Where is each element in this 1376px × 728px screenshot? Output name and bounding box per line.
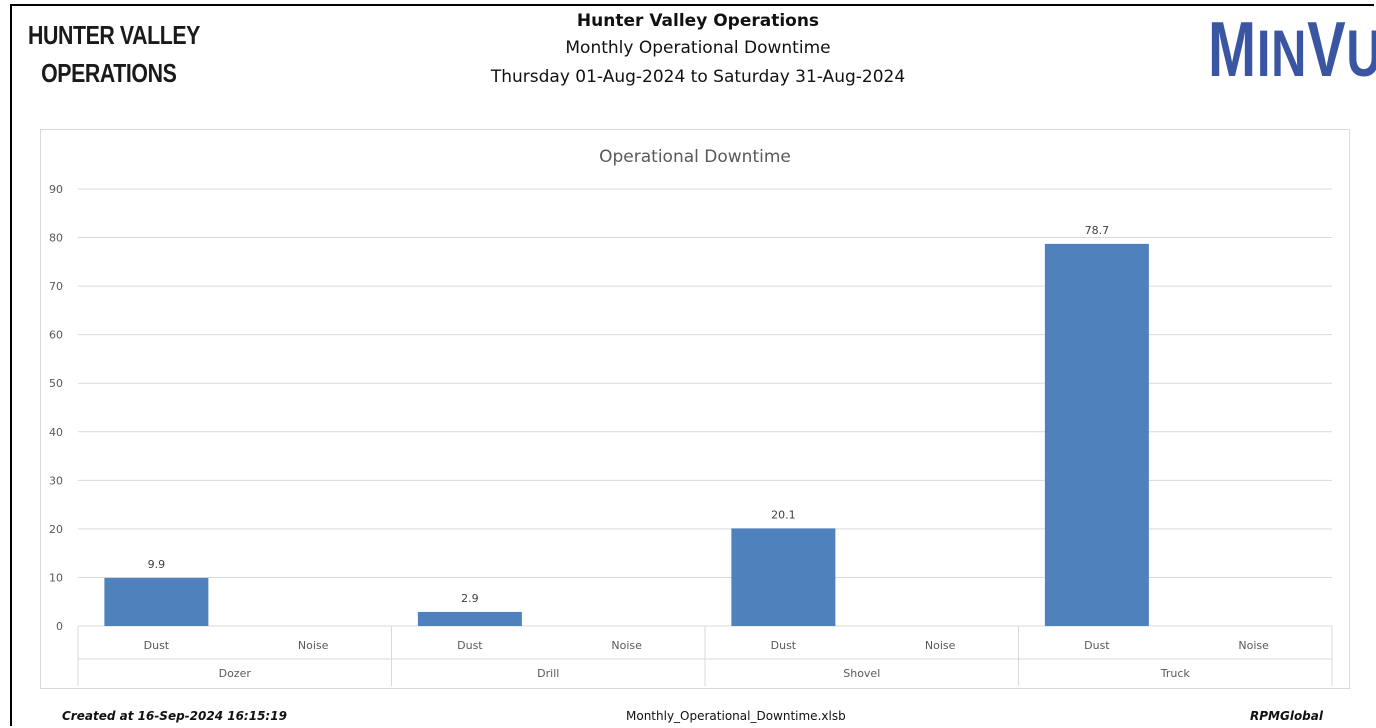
chart-title: Operational Downtime [599,147,791,167]
bar [417,611,522,626]
minvu-logo: MINVU [1208,6,1376,96]
page-frame [10,4,1374,726]
company-name: RPMGlobal [1250,709,1323,723]
data-label: 9.9 [148,558,166,571]
hunter-valley-logo: HUNTER VALLEY OPERATIONS [28,16,200,92]
y-tick-label: 50 [49,377,63,390]
y-tick-label: 20 [49,523,63,536]
x-tick-label: Noise [298,639,329,652]
x-tick-label: Noise [611,639,642,652]
x-tick-label: Noise [1238,639,1269,652]
logo-line-1: HUNTER VALLEY [28,20,200,50]
logo-letter-v: V [1307,5,1347,93]
bar [731,528,836,626]
logo-line-2: OPERATIONS [41,58,177,88]
y-tick-label: 0 [56,620,63,633]
x-group-label: Dozer [219,667,252,680]
report-subtitle: Monthly Operational Downtime [565,38,831,58]
x-group-label: Drill [537,667,559,680]
created-timestamp: Created at 16-Sep-2024 16:15:19 [62,709,287,723]
logo-letter-m: M [1208,5,1257,93]
data-label: 78.7 [1085,224,1110,237]
data-label: 2.9 [461,592,479,605]
x-tick-label: Dust [144,639,170,652]
logo-letter-u: U [1346,16,1376,90]
y-tick-label: 30 [49,474,63,487]
logo-letters-in: IN [1256,16,1308,90]
y-tick-label: 90 [49,183,63,196]
report-date-range: Thursday 01-Aug-2024 to Saturday 31-Aug-… [490,67,906,87]
x-tick-label: Dust [457,639,483,652]
x-group-label: Shovel [843,667,880,680]
x-tick-label: Dust [771,639,797,652]
y-tick-label: 40 [49,426,63,439]
bar [1044,243,1149,626]
bar [104,577,209,626]
y-tick-label: 60 [49,329,63,342]
y-tick-label: 70 [49,280,63,293]
x-tick-label: Dust [1084,639,1110,652]
report-header: Hunter Valley Operations Monthly Operati… [398,8,998,92]
x-tick-label: Noise [925,639,956,652]
source-filename: Monthly_Operational_Downtime.xlsb [626,709,846,723]
report-title: Hunter Valley Operations [576,11,820,31]
data-label: 20.1 [771,508,796,521]
y-tick-label: 10 [49,571,63,584]
y-tick-label: 80 [49,232,63,245]
x-group-label: Truck [1160,667,1191,680]
chart-container [40,129,1350,689]
